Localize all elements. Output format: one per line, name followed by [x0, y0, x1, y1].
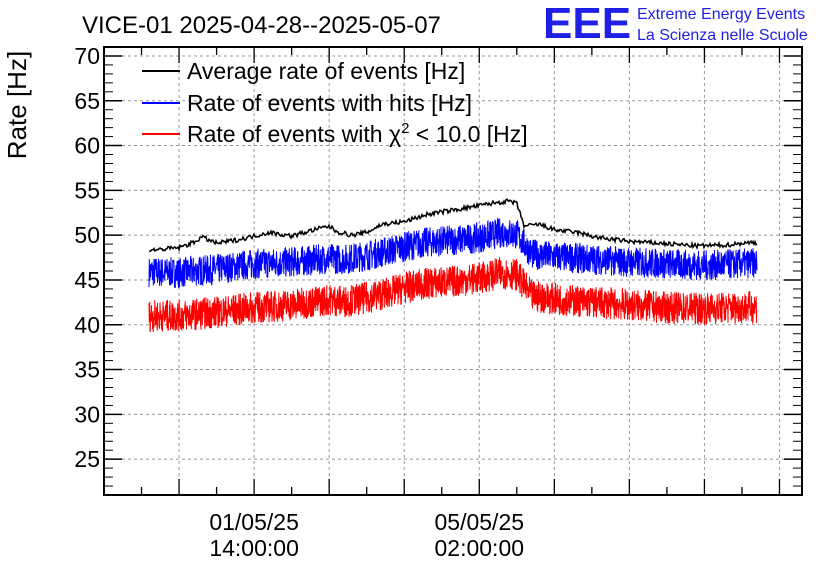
- x-tick-label-date: 01/05/25: [209, 509, 299, 535]
- eee-logo-line1: Extreme Energy Events: [637, 6, 805, 23]
- series-line: [148, 198, 758, 253]
- legend-label-average: Average rate of events [Hz]: [187, 58, 465, 84]
- y-tick-label: 70: [74, 43, 100, 69]
- y-tick-label: 40: [74, 312, 100, 338]
- eee-logo-mark: EEE: [543, 0, 631, 48]
- y-tick-label: 30: [74, 401, 100, 427]
- series-line: [148, 217, 758, 288]
- y-tick-label: 45: [74, 267, 100, 293]
- y-tick-label: 65: [74, 88, 100, 114]
- eee-logo-line2: La Scienza nelle Scuole: [637, 27, 808, 44]
- plot-frame: [103, 46, 803, 496]
- series-line: [148, 257, 758, 332]
- x-tick-label-date: 05/05/25: [435, 509, 525, 535]
- y-tick-label: 60: [74, 133, 100, 159]
- y-axis-label: Rate [Hz]: [2, 51, 32, 159]
- legend-label-hits: Rate of events with hits [Hz]: [187, 90, 472, 116]
- eee-logo: EEE Extreme Energy Events La Scienza nel…: [543, 0, 808, 48]
- legend-label-chi2: Rate of events with χ2 < 10.0 [Hz]: [187, 120, 528, 147]
- chart-title: VICE-01 2025-04-28--2025-05-07: [82, 12, 441, 39]
- y-tick-label: 50: [74, 222, 100, 248]
- y-tick-label: 55: [74, 177, 100, 203]
- y-tick-label: 35: [74, 357, 100, 383]
- y-tick-label: 25: [74, 446, 100, 472]
- x-tick-label-time: 14:00:00: [209, 535, 299, 561]
- x-tick-label-time: 02:00:00: [435, 535, 525, 561]
- legend: Average rate of events [Hz] Rate of even…: [142, 58, 528, 147]
- series-group: [148, 198, 758, 332]
